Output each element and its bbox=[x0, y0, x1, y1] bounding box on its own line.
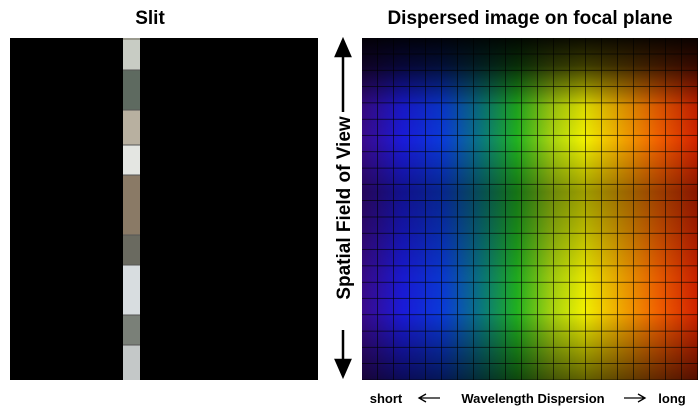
axis-label: Wavelength Dispersion bbox=[461, 391, 604, 406]
vertical-label: Spatial Field of View bbox=[334, 116, 355, 300]
diagram: Slit Dispersed image on focal plane Spat… bbox=[0, 0, 698, 406]
slit-strip bbox=[123, 38, 140, 380]
dispersed-image bbox=[362, 38, 698, 380]
slit-background bbox=[10, 38, 318, 380]
short-label: short bbox=[370, 391, 403, 406]
long-label: long bbox=[658, 391, 685, 406]
dispersed-title: Dispersed image on focal plane bbox=[387, 8, 672, 29]
slit-title: Slit bbox=[135, 8, 165, 29]
